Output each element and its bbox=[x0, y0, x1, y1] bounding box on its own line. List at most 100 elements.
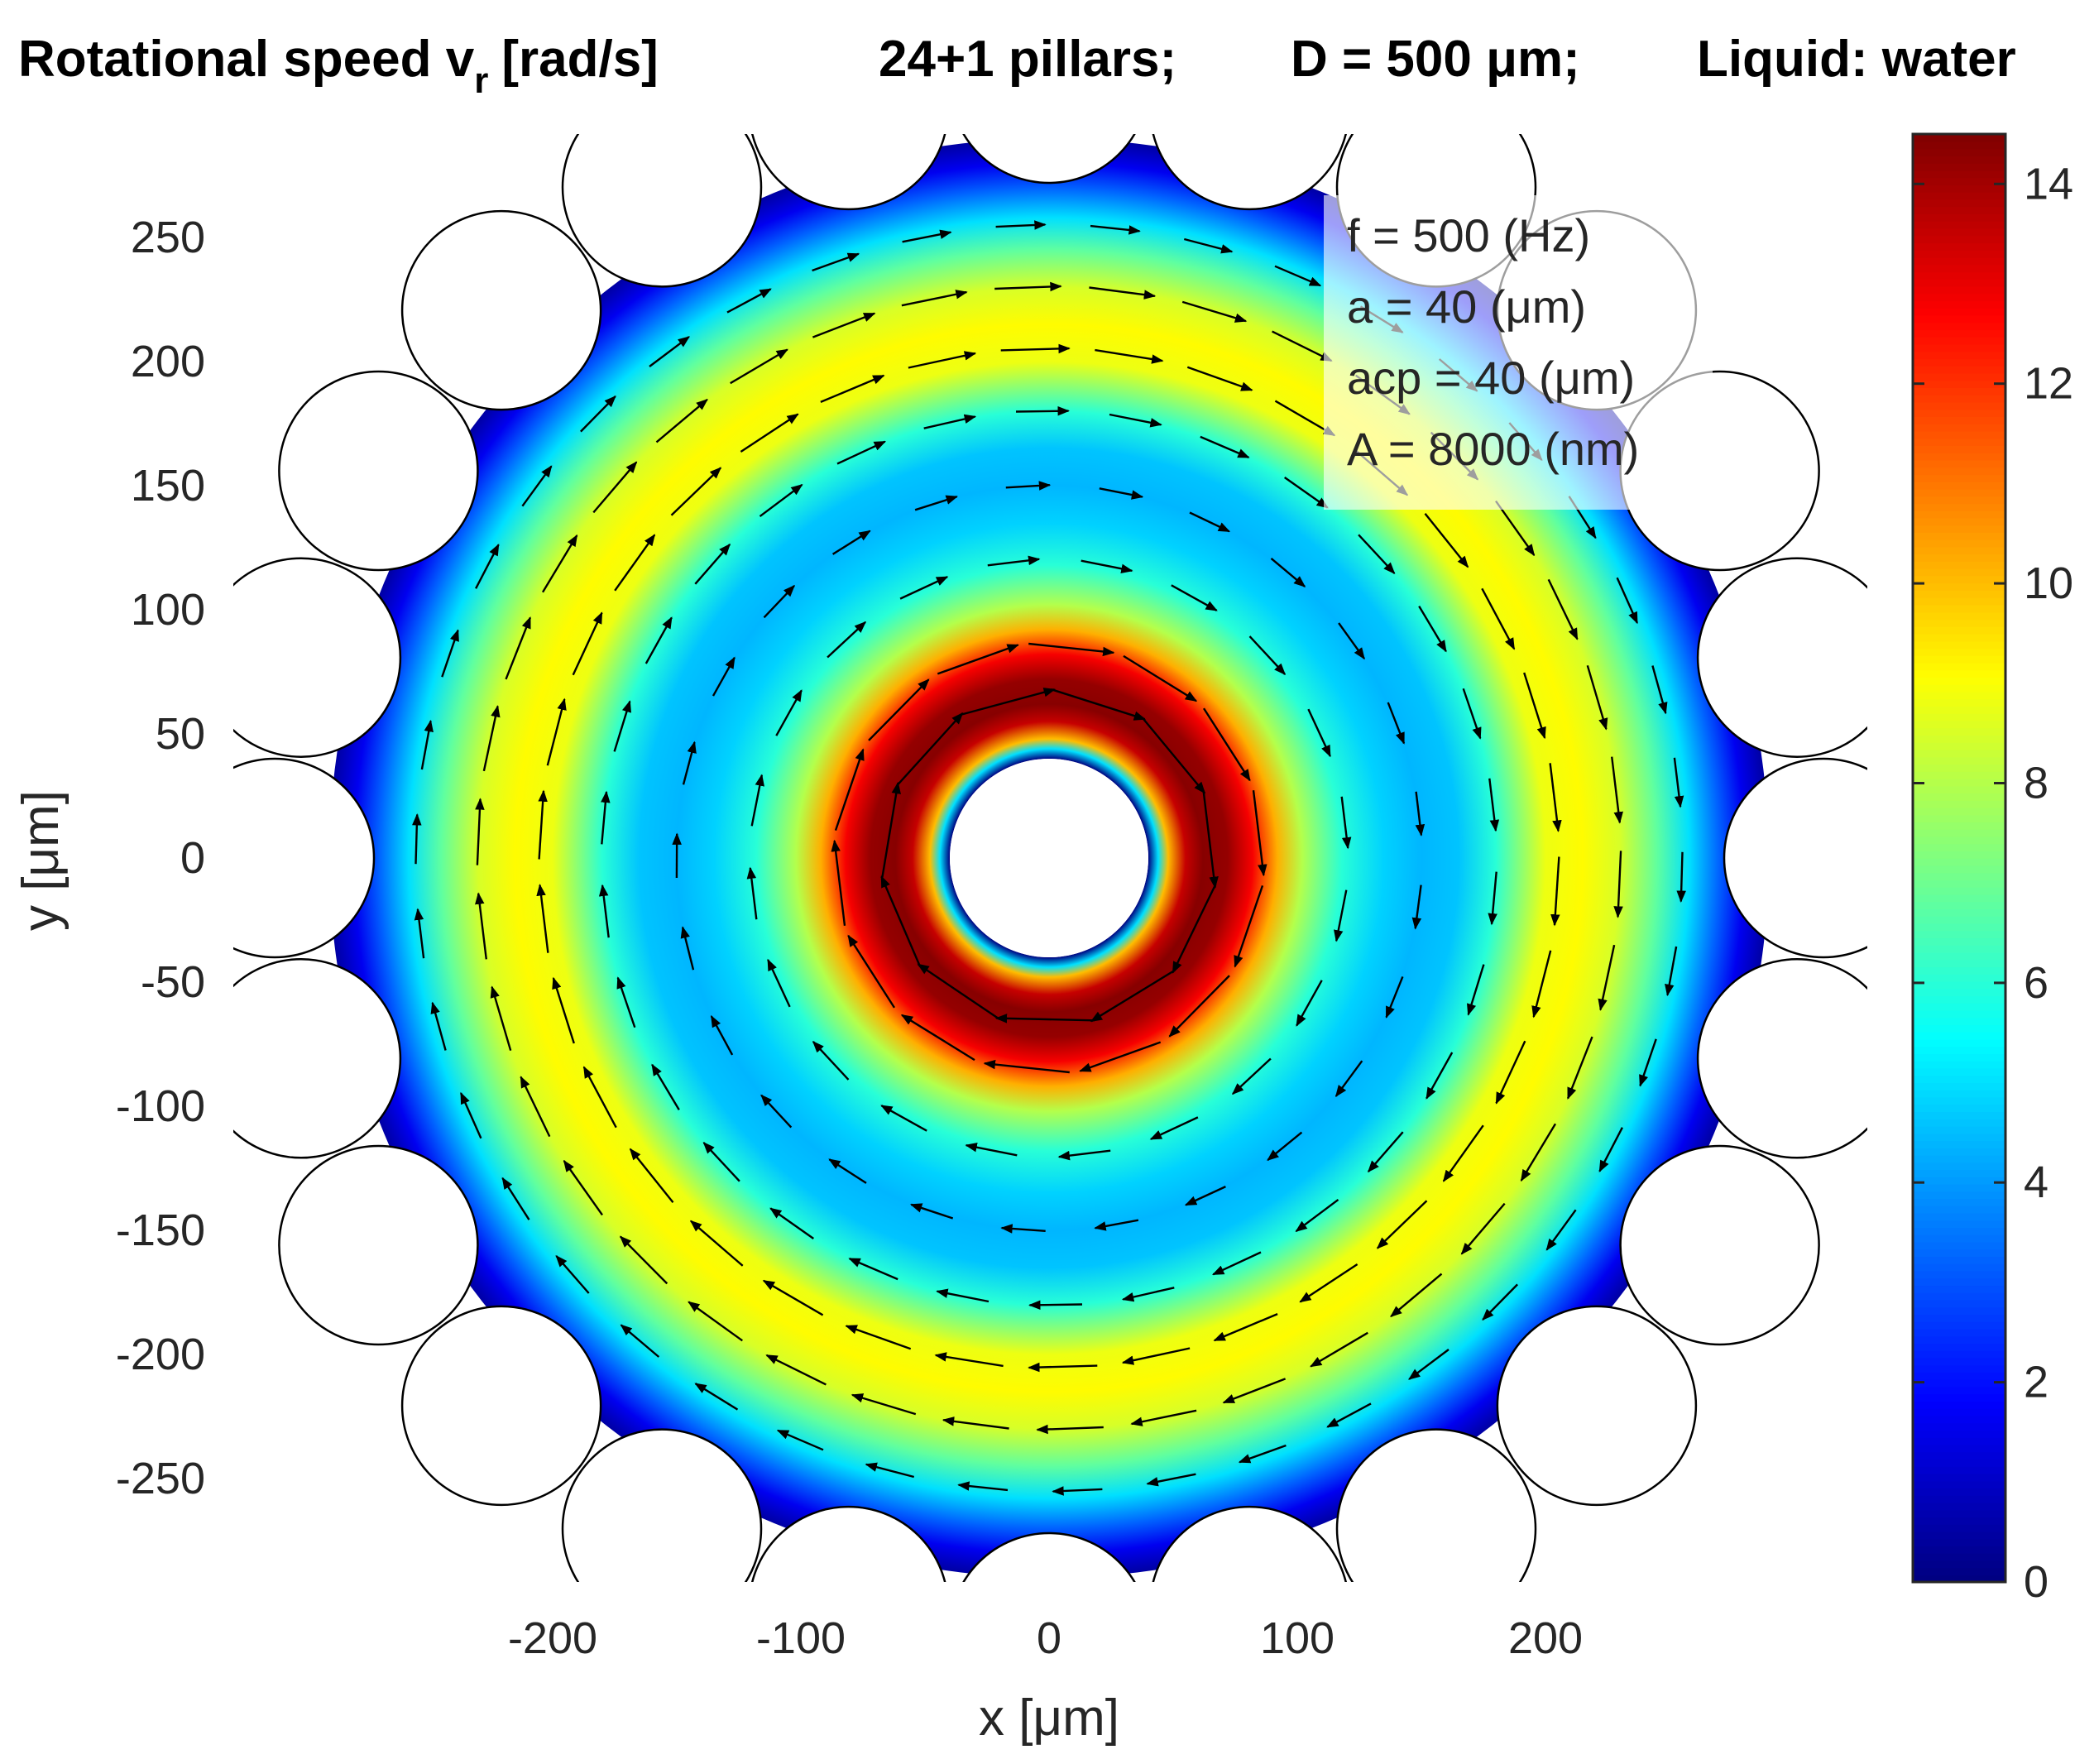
colorbar-strip bbox=[1913, 583, 2005, 592]
colorbar-strip bbox=[1913, 626, 2005, 635]
title-diameter: D = 500 μm; bbox=[1291, 31, 1580, 88]
colorbar-strip bbox=[1913, 199, 2005, 208]
colorbar-strip bbox=[1913, 894, 2005, 903]
colorbar-strip bbox=[1913, 1553, 2005, 1561]
pillar bbox=[202, 959, 400, 1158]
y-tick-label: -50 bbox=[141, 957, 205, 1007]
y-tick-label: -100 bbox=[116, 1081, 205, 1131]
pillar bbox=[402, 1306, 601, 1505]
colorbar-strip bbox=[1913, 1481, 2005, 1489]
colorbar-strip bbox=[1913, 974, 2005, 982]
colorbar-strip bbox=[1913, 489, 2005, 497]
colorbar-strip bbox=[1913, 887, 2005, 895]
colorbar-strip bbox=[1913, 1053, 2005, 1062]
colorbar-strip bbox=[1913, 576, 2005, 584]
title-quantity: Rotational speed vr [rad/s] bbox=[18, 31, 659, 101]
colorbar-strip bbox=[1913, 1278, 2005, 1287]
y-tick-label: 200 bbox=[131, 337, 205, 386]
colorbar-strip bbox=[1913, 1329, 2005, 1337]
colorbar-strip bbox=[1913, 1488, 2005, 1496]
pillar bbox=[202, 558, 400, 757]
colorbar-strip bbox=[1913, 1198, 2005, 1206]
colorbar-strip bbox=[1913, 1539, 2005, 1547]
colorbar-strip bbox=[1913, 1097, 2005, 1105]
colorbar-tick-label: 0 bbox=[2024, 1557, 2048, 1607]
central-pillar bbox=[950, 759, 1148, 957]
colorbar-strip bbox=[1913, 149, 2005, 157]
colorbar-strip bbox=[1913, 344, 2005, 352]
colorbar-strip bbox=[1913, 1474, 2005, 1482]
colorbar-strip bbox=[1913, 242, 2005, 251]
colorbar-strip bbox=[1913, 1119, 2005, 1127]
colorbar-strip bbox=[1913, 192, 2005, 200]
colorbar-strip bbox=[1913, 989, 2005, 997]
parameter-annotation: f = 500 (Hz) a = 40 (μm) acp = 40 (μm) A… bbox=[1324, 195, 1713, 510]
colorbar-strip bbox=[1913, 1134, 2005, 1142]
y-tick-label: -200 bbox=[116, 1330, 205, 1379]
x-tick-label: 100 bbox=[1260, 1613, 1335, 1663]
colorbar-strip bbox=[1913, 684, 2005, 693]
colorbar-strip bbox=[1913, 1503, 2005, 1511]
colorbar-strip bbox=[1913, 1408, 2005, 1416]
title-unit: [rad/s] bbox=[501, 31, 658, 88]
colorbar-strip bbox=[1913, 460, 2005, 468]
colorbar-strip bbox=[1913, 612, 2005, 621]
x-tick-label: 200 bbox=[1508, 1613, 1583, 1663]
colorbar-strip bbox=[1913, 1263, 2005, 1272]
colorbar-strip bbox=[1913, 995, 2005, 1004]
colorbar-strip bbox=[1913, 1321, 2005, 1330]
colorbar-strip bbox=[1913, 1568, 2005, 1576]
colorbar-strip bbox=[1913, 221, 2005, 229]
colorbar-strip bbox=[1913, 960, 2005, 968]
colorbar-strip bbox=[1913, 1307, 2005, 1316]
colorbar-strip bbox=[1913, 916, 2005, 924]
colorbar-strip bbox=[1913, 185, 2005, 193]
annotation-pillar-radius: a = 40 (μm) bbox=[1347, 280, 1586, 333]
colorbar-strip bbox=[1913, 1082, 2005, 1091]
colorbar-strip bbox=[1913, 908, 2005, 917]
colorbar-strip bbox=[1913, 1524, 2005, 1532]
colorbar-strip bbox=[1913, 387, 2005, 395]
colorbar-strip bbox=[1913, 410, 2005, 418]
colorbar-strip bbox=[1913, 597, 2005, 606]
colorbar-strip bbox=[1913, 439, 2005, 447]
colorbar-strip bbox=[1913, 1105, 2005, 1113]
colorbar-strip bbox=[1913, 677, 2005, 685]
colorbar-strip bbox=[1913, 757, 2005, 765]
colorbar-strip bbox=[1913, 1445, 2005, 1453]
colorbar: 02468101214 bbox=[1913, 134, 2073, 1607]
colorbar-strip bbox=[1913, 858, 2005, 866]
colorbar-strip bbox=[1913, 1162, 2005, 1171]
colorbar-strip bbox=[1913, 728, 2005, 736]
colorbar-strip bbox=[1913, 1220, 2005, 1229]
colorbar-strip bbox=[1913, 641, 2005, 650]
colorbar-strip bbox=[1913, 1532, 2005, 1540]
colorbar-strip bbox=[1913, 250, 2005, 258]
colorbar-strip bbox=[1913, 750, 2005, 758]
colorbar-strip bbox=[1913, 532, 2005, 540]
colorbar-strip bbox=[1913, 1148, 2005, 1156]
colorbar-tick-label: 2 bbox=[2024, 1358, 2048, 1407]
colorbar-strip bbox=[1913, 1032, 2005, 1040]
colorbar-strip bbox=[1913, 779, 2005, 787]
pillar bbox=[402, 211, 601, 410]
y-tick-label: 0 bbox=[180, 833, 205, 883]
colorbar-strip bbox=[1913, 445, 2005, 453]
pillar bbox=[750, 1507, 948, 1705]
colorbar-strip bbox=[1913, 416, 2005, 424]
colorbar-strip bbox=[1913, 829, 2005, 837]
colorbar-strip bbox=[1913, 467, 2005, 476]
colorbar-strip bbox=[1913, 1061, 2005, 1069]
colorbar-strip bbox=[1913, 808, 2005, 816]
colorbar-strip bbox=[1913, 1358, 2005, 1366]
colorbar-strip bbox=[1913, 518, 2005, 526]
colorbar-strip bbox=[1913, 1090, 2005, 1098]
colorbar-strip bbox=[1913, 1018, 2005, 1026]
colorbar-strip bbox=[1913, 945, 2005, 953]
colorbar-strip bbox=[1913, 851, 2005, 859]
colorbar-strip bbox=[1913, 373, 2005, 381]
colorbar-strip bbox=[1913, 981, 2005, 990]
y-tick-label: 50 bbox=[156, 709, 205, 759]
colorbar-strip bbox=[1913, 561, 2005, 569]
colorbar-strip bbox=[1913, 366, 2005, 374]
